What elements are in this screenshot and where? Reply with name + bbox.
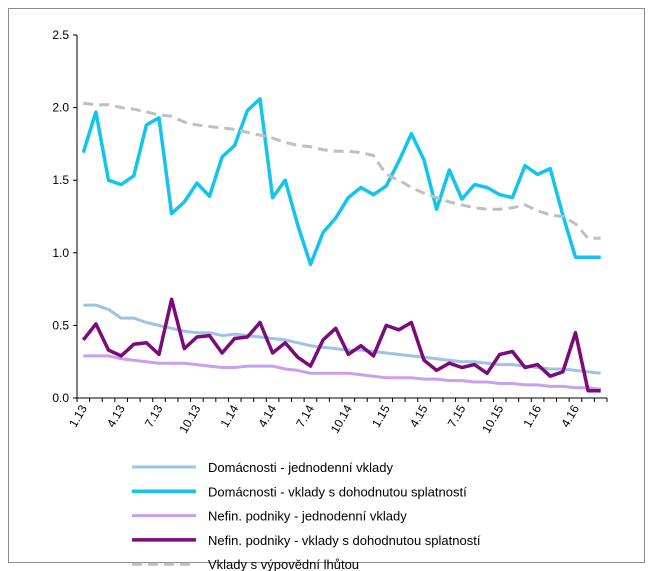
x-tick-label: 1.16 bbox=[520, 402, 544, 430]
y-tick-label: 1.5 bbox=[52, 173, 69, 187]
x-tick-label: 4.14 bbox=[255, 402, 279, 430]
x-tick-label: 10.15 bbox=[479, 402, 506, 435]
legend-label-3: Nefin. podniky - jednodenní vklady bbox=[208, 509, 407, 524]
series-line-4 bbox=[81, 297, 601, 393]
legend-label-4: Nefin. podniky - vklady s dohodnutou spl… bbox=[208, 533, 481, 548]
y-tick-label: 2.0 bbox=[52, 101, 69, 115]
series-line-1 bbox=[83, 303, 601, 375]
plot-lines bbox=[81, 97, 601, 393]
chart-frame bbox=[8, 8, 645, 563]
x-tick-label: 1.13 bbox=[66, 402, 90, 430]
x-tick-label: 1.15 bbox=[369, 402, 393, 430]
y-tick-label: 0.0 bbox=[52, 391, 69, 405]
x-tick-label: 7.15 bbox=[445, 402, 469, 430]
x-tick-label: 4.13 bbox=[104, 402, 128, 430]
x-tick-label: 4.16 bbox=[558, 402, 582, 430]
series-line-5 bbox=[83, 101, 601, 240]
legend: Domácnosti - jednodenní vklady Domácnosti… bbox=[132, 460, 481, 571]
y-tick-label: 0.5 bbox=[52, 318, 69, 332]
x-tick-label: 7.13 bbox=[142, 402, 166, 430]
x-tick-label: 7.14 bbox=[293, 402, 317, 430]
x-tick-label: 1.14 bbox=[218, 402, 242, 430]
legend-label-5: Vklady s výpovědní lhůtou bbox=[208, 557, 359, 571]
x-tick-label: 10.13 bbox=[176, 402, 203, 435]
legend-label-1: Domácnosti - jednodenní vklady bbox=[208, 460, 393, 475]
x-tick-label: 4.15 bbox=[407, 402, 431, 430]
y-tick-label: 1.0 bbox=[52, 246, 69, 260]
series-line-3 bbox=[83, 354, 601, 391]
y-tick-label: 2.5 bbox=[52, 28, 69, 42]
series-line-2 bbox=[81, 97, 601, 267]
x-tick-label: 10.14 bbox=[328, 402, 355, 435]
legend-label-2: Domácnosti - vklady s dohodnutou splatno… bbox=[208, 484, 467, 499]
